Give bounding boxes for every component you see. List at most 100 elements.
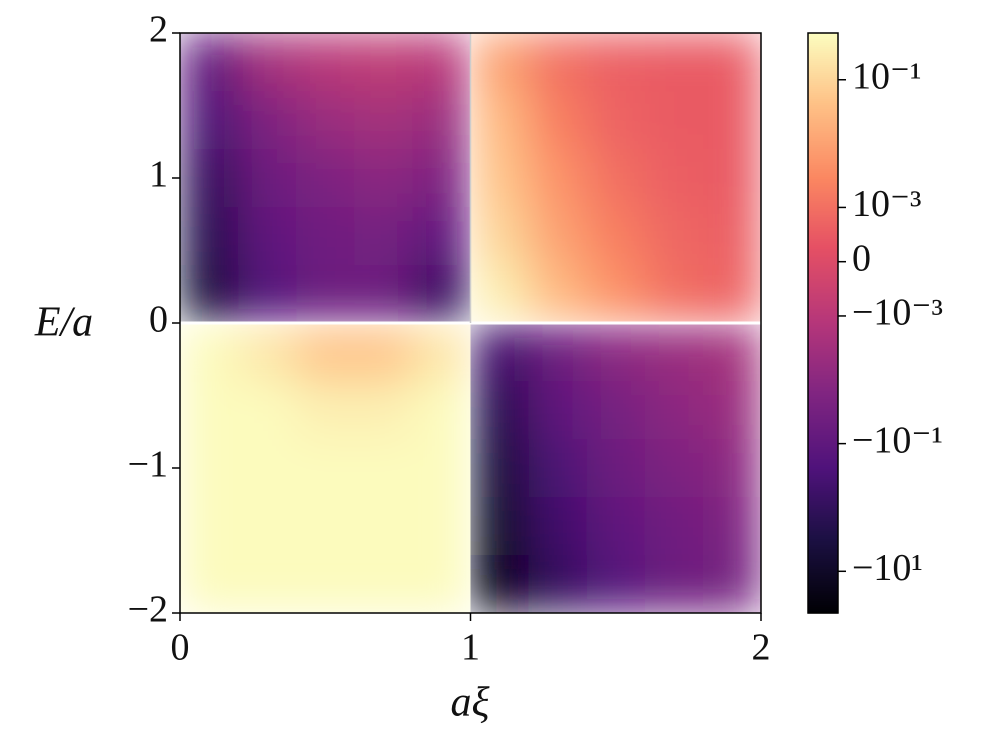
colorbar-strip — [808, 527, 838, 530]
colorbar-strip — [808, 461, 838, 464]
colorbar-strip — [808, 425, 838, 428]
colorbar-strip — [808, 515, 838, 518]
colorbar-strip — [808, 329, 838, 332]
colorbar-strip — [808, 423, 838, 426]
colorbar-strip — [808, 419, 838, 422]
colorbar-strip — [808, 353, 838, 356]
colorbar-strip — [808, 213, 838, 216]
colorbar-strip — [808, 381, 838, 384]
colorbar-strip — [808, 605, 838, 608]
colorbar-strip — [808, 127, 838, 130]
colorbar-strip — [808, 149, 838, 152]
colorbar-strip — [808, 531, 838, 534]
x-tick-label: 1 — [461, 627, 480, 669]
colorbar-strip — [808, 257, 838, 260]
colorbar-strip — [808, 265, 838, 268]
colorbar-strip — [808, 71, 838, 74]
colorbar-strip — [808, 349, 838, 352]
colorbar-strip — [808, 103, 838, 106]
colorbar-strip — [808, 273, 838, 276]
colorbar-strip — [808, 279, 838, 282]
colorbar-strip — [808, 447, 838, 450]
colorbar-strip — [808, 471, 838, 474]
colorbar-strip — [808, 93, 838, 96]
heatmap-cell — [586, 149, 646, 208]
heatmap-cell — [412, 381, 471, 440]
colorbar-strip — [808, 401, 838, 404]
heatmap-cell — [180, 149, 239, 208]
heatmap-cell — [238, 33, 297, 92]
heatmap-cell — [180, 497, 239, 556]
colorbar-strip — [808, 147, 838, 150]
heatmap-cell — [528, 323, 588, 382]
colorbar-strip — [808, 289, 838, 292]
colorbar-strip — [808, 267, 838, 270]
colorbar-tick-label: 10⁻¹ — [852, 55, 921, 97]
heatmap-cell — [586, 381, 646, 440]
colorbar-strip — [808, 207, 838, 210]
colorbar-strip — [808, 59, 838, 62]
colorbar-strip — [808, 297, 838, 300]
colorbar-strip — [808, 163, 838, 166]
colorbar-strip — [808, 157, 838, 160]
colorbar-strip — [808, 249, 838, 252]
colorbar-strip — [808, 569, 838, 572]
heatmap-cell — [702, 91, 761, 150]
colorbar-strip — [808, 453, 838, 456]
colorbar-strip — [808, 489, 838, 492]
heatmap-cell — [644, 439, 704, 498]
colorbar-strip — [808, 507, 838, 510]
heatmap-cell — [470, 555, 530, 613]
heatmap-cell — [180, 265, 239, 323]
colorbar-tick-label: −10⁻³ — [852, 292, 943, 334]
colorbar-strip — [808, 559, 838, 562]
heatmap-cell — [354, 323, 413, 382]
colorbar-strip — [808, 299, 838, 302]
colorbar-frame — [807, 32, 839, 614]
colorbar-strip — [808, 55, 838, 58]
colorbar-strip — [808, 575, 838, 578]
colorbar-strip — [808, 319, 838, 322]
colorbar-strip — [808, 547, 838, 550]
heatmap-cell — [586, 33, 646, 92]
colorbar-strip — [808, 95, 838, 98]
colorbar-strip — [808, 277, 838, 280]
colorbar-strip — [808, 33, 838, 36]
colorbar-strip — [808, 37, 838, 40]
colorbar-strip — [808, 225, 838, 228]
heatmap-cell — [470, 381, 530, 440]
colorbar-strip — [808, 571, 838, 574]
colorbar-strip — [808, 35, 838, 38]
heatmap-cell — [586, 207, 646, 266]
colorbar-strip — [808, 479, 838, 482]
colorbar-strip — [808, 199, 838, 202]
heatmap-cell — [412, 323, 471, 382]
heatmap-cell — [238, 149, 297, 208]
colorbar-strip — [808, 241, 838, 244]
colorbar-strip — [808, 475, 838, 478]
colorbar-strip — [808, 457, 838, 460]
colorbar — [808, 33, 838, 614]
heatmap-cell — [702, 555, 761, 613]
colorbar-strip — [808, 607, 838, 610]
heatmap-cell — [702, 497, 761, 556]
heatmap-cell — [586, 91, 646, 150]
colorbar-strip — [808, 409, 838, 412]
heatmap-cell — [702, 207, 761, 266]
colorbar-strip — [808, 189, 838, 192]
colorbar-strip — [808, 525, 838, 528]
colorbar-strip — [808, 107, 838, 110]
colorbar-strip — [808, 389, 838, 392]
heatmap-cell — [412, 91, 471, 150]
colorbar-strip — [808, 335, 838, 338]
colorbar-strip — [808, 77, 838, 80]
colorbar-strip — [808, 505, 838, 508]
colorbar-strip — [808, 441, 838, 444]
colorbar-strip — [808, 429, 838, 432]
colorbar-strip — [808, 451, 838, 454]
colorbar-strip — [808, 597, 838, 600]
colorbar-strip — [808, 393, 838, 396]
colorbar-strip — [808, 577, 838, 580]
heatmap-cell — [528, 149, 588, 208]
heatmap-cell — [644, 265, 704, 323]
